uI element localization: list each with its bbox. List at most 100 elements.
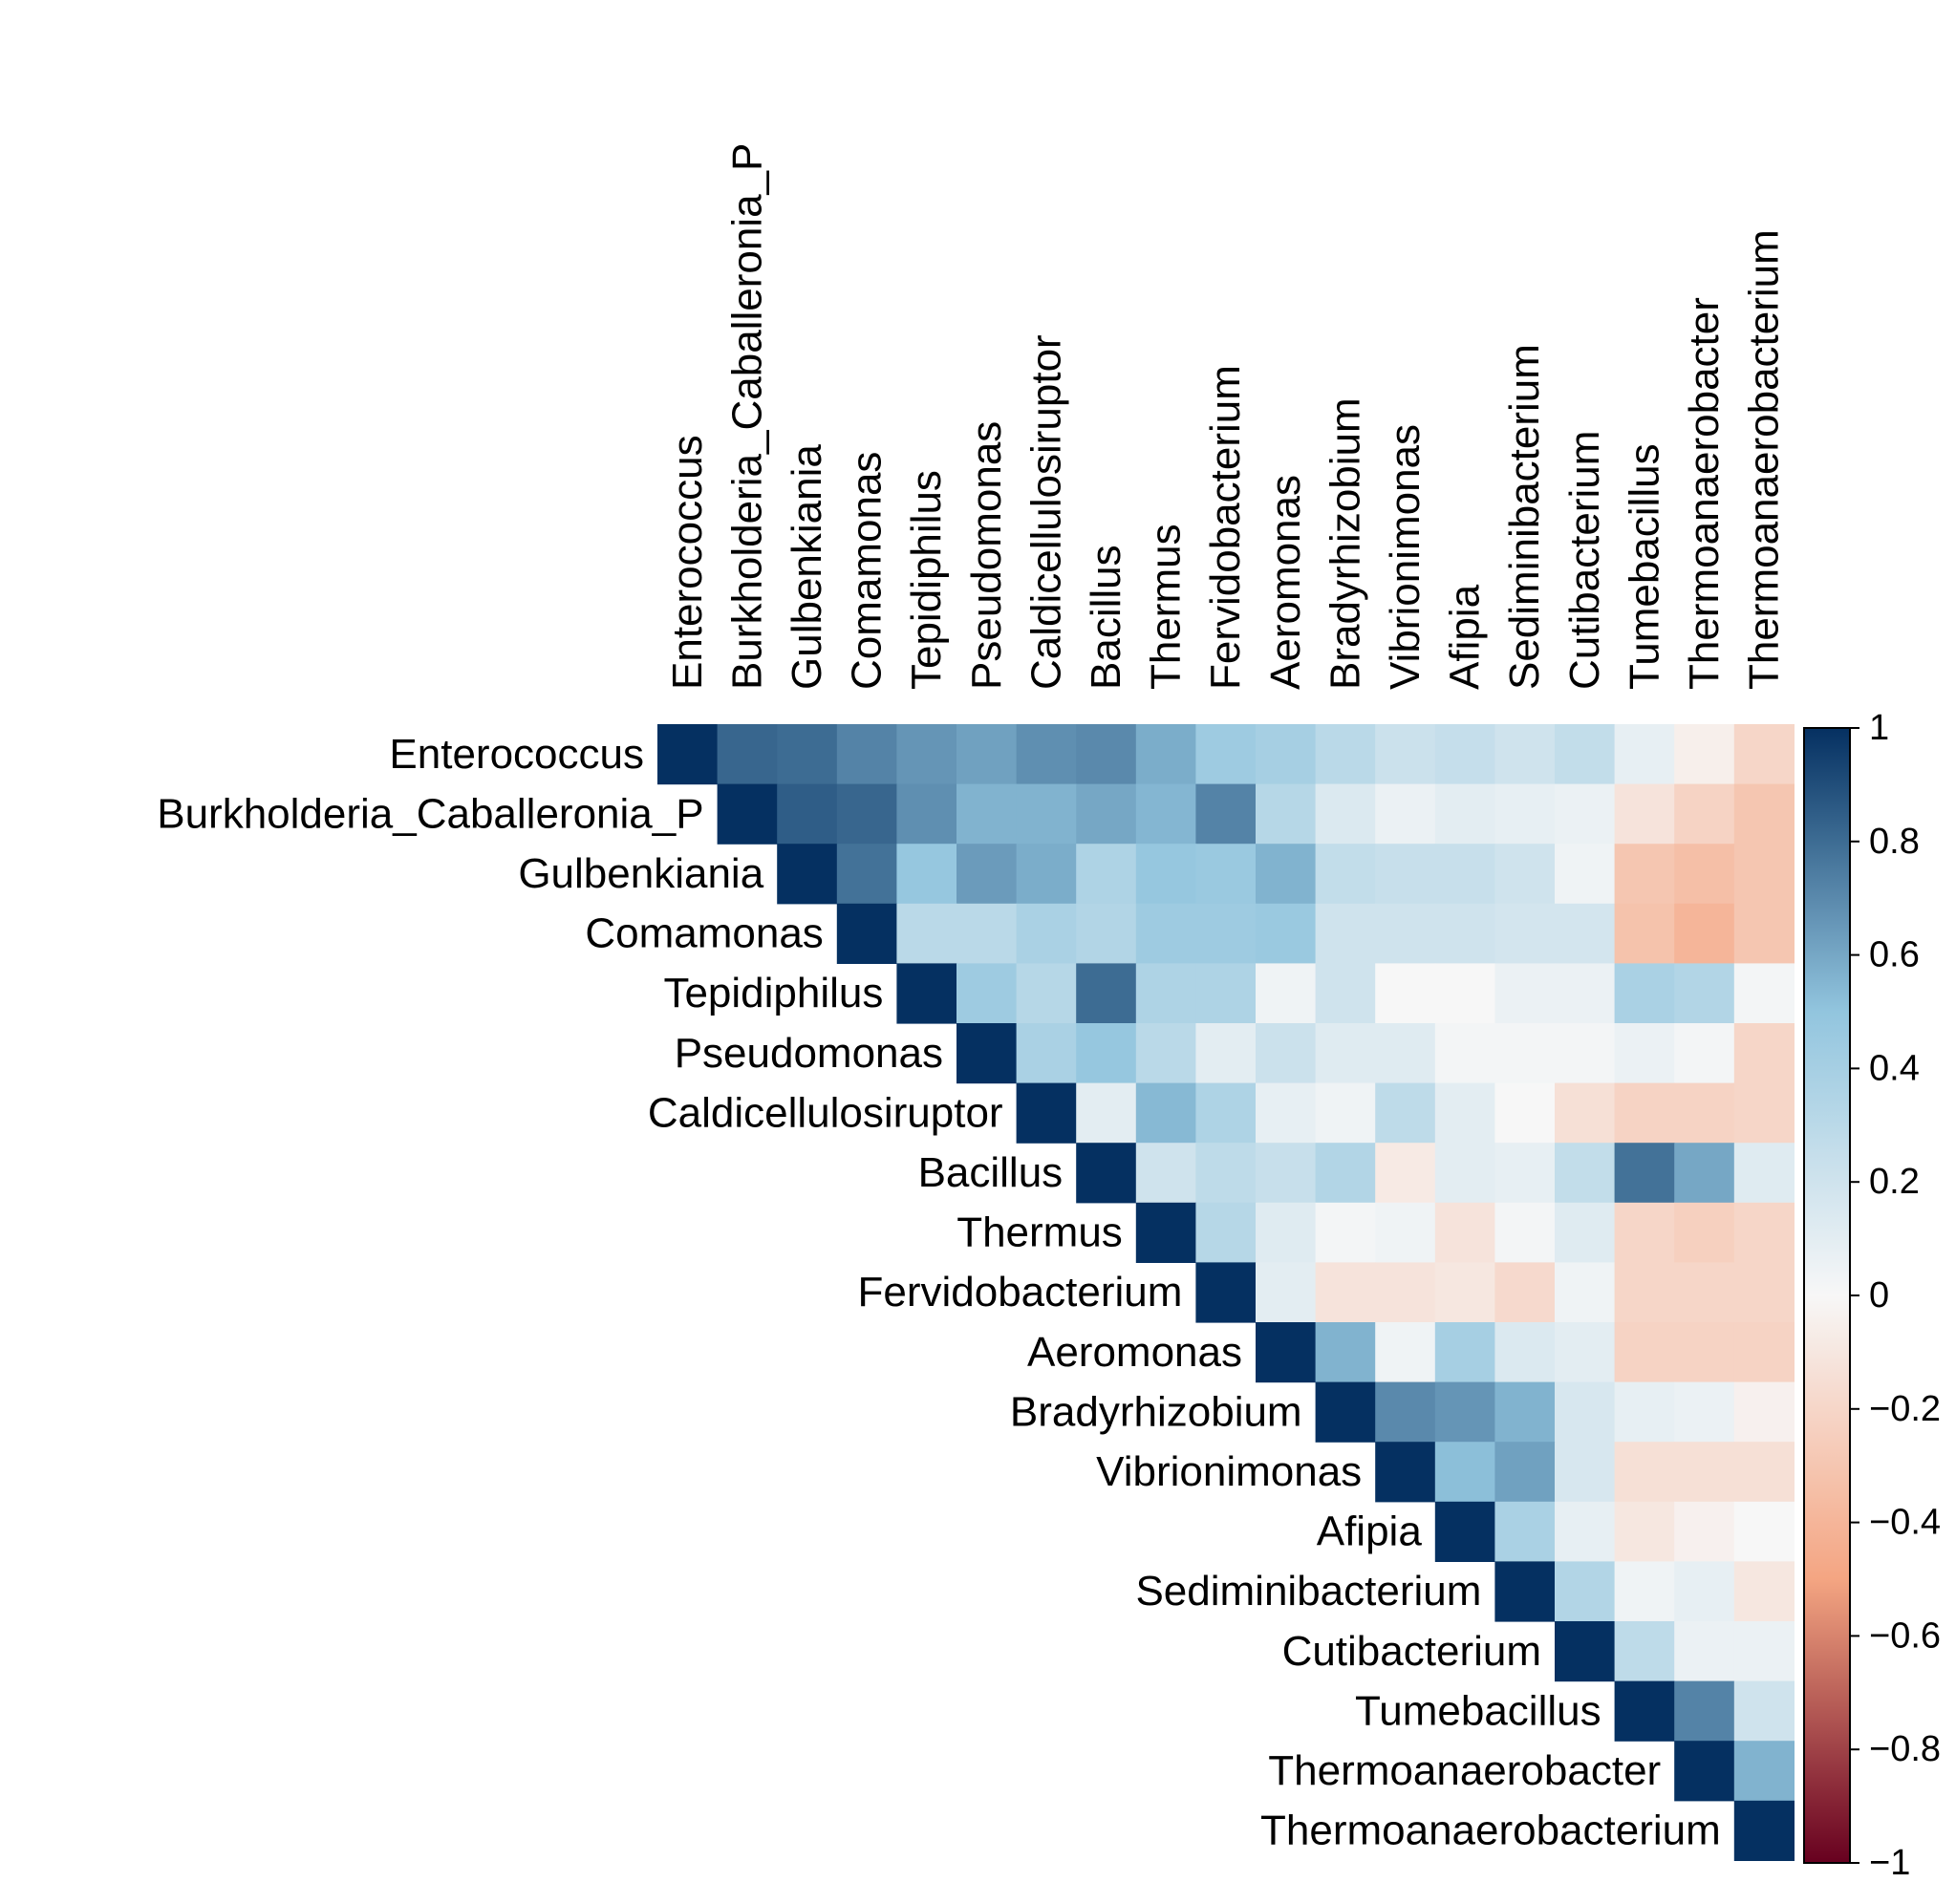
- heatmap-cell-0-0: [657, 724, 719, 785]
- colorbar-tick-label: 0.6: [1869, 935, 1920, 975]
- heatmap-cell-8-17: [1674, 1202, 1735, 1263]
- heatmap-cell-8-11: [1315, 1202, 1376, 1263]
- heatmap-cell-1-18: [1733, 783, 1795, 845]
- column-label: Sediminibacterium: [1501, 344, 1548, 690]
- heatmap-cell-3-16: [1614, 903, 1675, 964]
- heatmap-cell-1-10: [1256, 783, 1317, 845]
- heatmap-cell-15-18: [1733, 1621, 1795, 1682]
- heatmap-cell-4-5: [957, 963, 1018, 1024]
- row-label: Fervidobacterium: [857, 1269, 1182, 1316]
- heatmap-cell-7-12: [1375, 1143, 1436, 1204]
- heatmap-cell-7-10: [1256, 1143, 1317, 1204]
- heatmap-cell-9-13: [1434, 1262, 1495, 1323]
- heatmap-cell-9-18: [1733, 1262, 1795, 1323]
- column-label: Afipia: [1442, 584, 1489, 690]
- heatmap-cell-5-8: [1135, 1023, 1196, 1084]
- heatmap-cell-3-7: [1076, 903, 1137, 964]
- heatmap-cell-0-3: [836, 724, 897, 785]
- heatmap-cell-9-15: [1555, 1262, 1616, 1323]
- heatmap-cell-2-10: [1256, 844, 1317, 905]
- heatmap-cell-13-18: [1733, 1501, 1795, 1562]
- heatmap-cell-1-13: [1434, 783, 1495, 845]
- heatmap-cell-10-18: [1733, 1322, 1795, 1383]
- heatmap-cell-6-10: [1256, 1082, 1317, 1144]
- heatmap-cell-3-14: [1494, 903, 1556, 964]
- heatmap-cell-17-18: [1733, 1741, 1795, 1802]
- heatmap-cell-5-6: [1016, 1023, 1077, 1084]
- row-labels: Enterococcus Burkholderia_Caballeronia_P G…: [157, 731, 1721, 1854]
- heatmap-cell-2-12: [1375, 844, 1436, 905]
- heatmap-cell-9-9: [1195, 1262, 1257, 1323]
- heatmap-cell-5-18: [1733, 1023, 1795, 1084]
- heatmap-cell-8-14: [1494, 1202, 1556, 1263]
- column-label: Bradyrhizobium: [1322, 397, 1368, 690]
- heatmap-cell-0-10: [1256, 724, 1317, 785]
- heatmap-cell-8-18: [1733, 1202, 1795, 1263]
- heatmap-cell-1-11: [1315, 783, 1376, 845]
- heatmap-cell-0-1: [717, 724, 778, 785]
- row-label: Burkholderia_Caballeronia_P: [157, 790, 703, 837]
- column-label: Thermus: [1143, 524, 1190, 690]
- heatmap-cell-15-16: [1614, 1621, 1675, 1682]
- heatmap-cell-0-13: [1434, 724, 1495, 785]
- heatmap-cell-5-10: [1256, 1023, 1317, 1084]
- row-label: Tumebacillus: [1355, 1687, 1601, 1734]
- heatmap-cell-8-12: [1375, 1202, 1436, 1263]
- column-label: Comamonas: [844, 452, 891, 690]
- colorbar-gradient: [1803, 727, 1851, 1864]
- column-label: Gulbenkiania: [784, 444, 830, 690]
- heatmap-cell-0-4: [896, 724, 957, 785]
- heatmap-cell-1-4: [896, 783, 957, 845]
- heatmap-cell-2-16: [1614, 844, 1675, 905]
- heatmap-cell-10-17: [1674, 1322, 1735, 1383]
- heatmap-cell-10-14: [1494, 1322, 1556, 1383]
- heatmap-cell-0-12: [1375, 724, 1436, 785]
- row-label: Thermoanaerobacterium: [1260, 1808, 1721, 1854]
- heatmap-cell-11-16: [1614, 1381, 1675, 1443]
- colorbar-tick-label: 0.8: [1869, 822, 1920, 862]
- heatmap-cell-10-12: [1375, 1322, 1436, 1383]
- heatmap-cell-14-17: [1674, 1561, 1735, 1622]
- heatmap-cell-1-2: [777, 783, 838, 845]
- heatmap-cell-5-15: [1555, 1023, 1616, 1084]
- heatmap-cell-10-10: [1256, 1322, 1317, 1383]
- heatmap-cell-4-7: [1076, 963, 1137, 1024]
- heatmap-cell-5-16: [1614, 1023, 1675, 1084]
- heatmap-cell-4-14: [1494, 963, 1556, 1024]
- heatmap-cell-8-15: [1555, 1202, 1616, 1263]
- heatmap-cell-6-16: [1614, 1082, 1675, 1144]
- heatmap-cell-13-17: [1674, 1501, 1735, 1562]
- heatmap-cell-4-11: [1315, 963, 1376, 1024]
- heatmap-cell-1-1: [717, 783, 778, 845]
- heatmap-cell-12-17: [1674, 1442, 1735, 1503]
- heatmap-cell-16-16: [1614, 1680, 1675, 1742]
- column-label: Pseudomonas: [963, 421, 1010, 690]
- row-label: Aeromonas: [1027, 1329, 1242, 1376]
- heatmap-cell-7-17: [1674, 1143, 1735, 1204]
- heatmap-cell-3-4: [896, 903, 957, 964]
- heatmap-cell-1-17: [1674, 783, 1735, 845]
- heatmap-cell-6-15: [1555, 1082, 1616, 1144]
- heatmap-cell-0-2: [777, 724, 838, 785]
- heatmap-cell-7-13: [1434, 1143, 1495, 1204]
- heatmap-cell-6-11: [1315, 1082, 1376, 1144]
- heatmap-cell-8-9: [1195, 1202, 1257, 1263]
- heatmap-cell-1-15: [1555, 783, 1616, 845]
- heatmap-cell-14-14: [1494, 1561, 1556, 1622]
- heatmap-cell-3-11: [1315, 903, 1376, 964]
- heatmap-cell-1-8: [1135, 783, 1196, 845]
- column-label: Fervidobacterium: [1202, 365, 1249, 690]
- heatmap-cell-5-13: [1434, 1023, 1495, 1084]
- heatmap-cell-8-16: [1614, 1202, 1675, 1263]
- column-label: Thermoanaerobacterium: [1741, 229, 1788, 690]
- column-label: Tepidiphilus: [903, 470, 950, 690]
- heatmap-cell-13-14: [1494, 1501, 1556, 1562]
- heatmap-cell-4-4: [896, 963, 957, 1024]
- heatmap-cell-9-11: [1315, 1262, 1376, 1323]
- heatmap-cell-0-14: [1494, 724, 1556, 785]
- heatmap-cell-3-17: [1674, 903, 1735, 964]
- heatmap-cell-14-15: [1555, 1561, 1616, 1622]
- colorbar-tick-label: −0.4: [1869, 1503, 1941, 1543]
- heatmap-cell-17-17: [1674, 1741, 1735, 1802]
- heatmap-cell-13-13: [1434, 1501, 1495, 1562]
